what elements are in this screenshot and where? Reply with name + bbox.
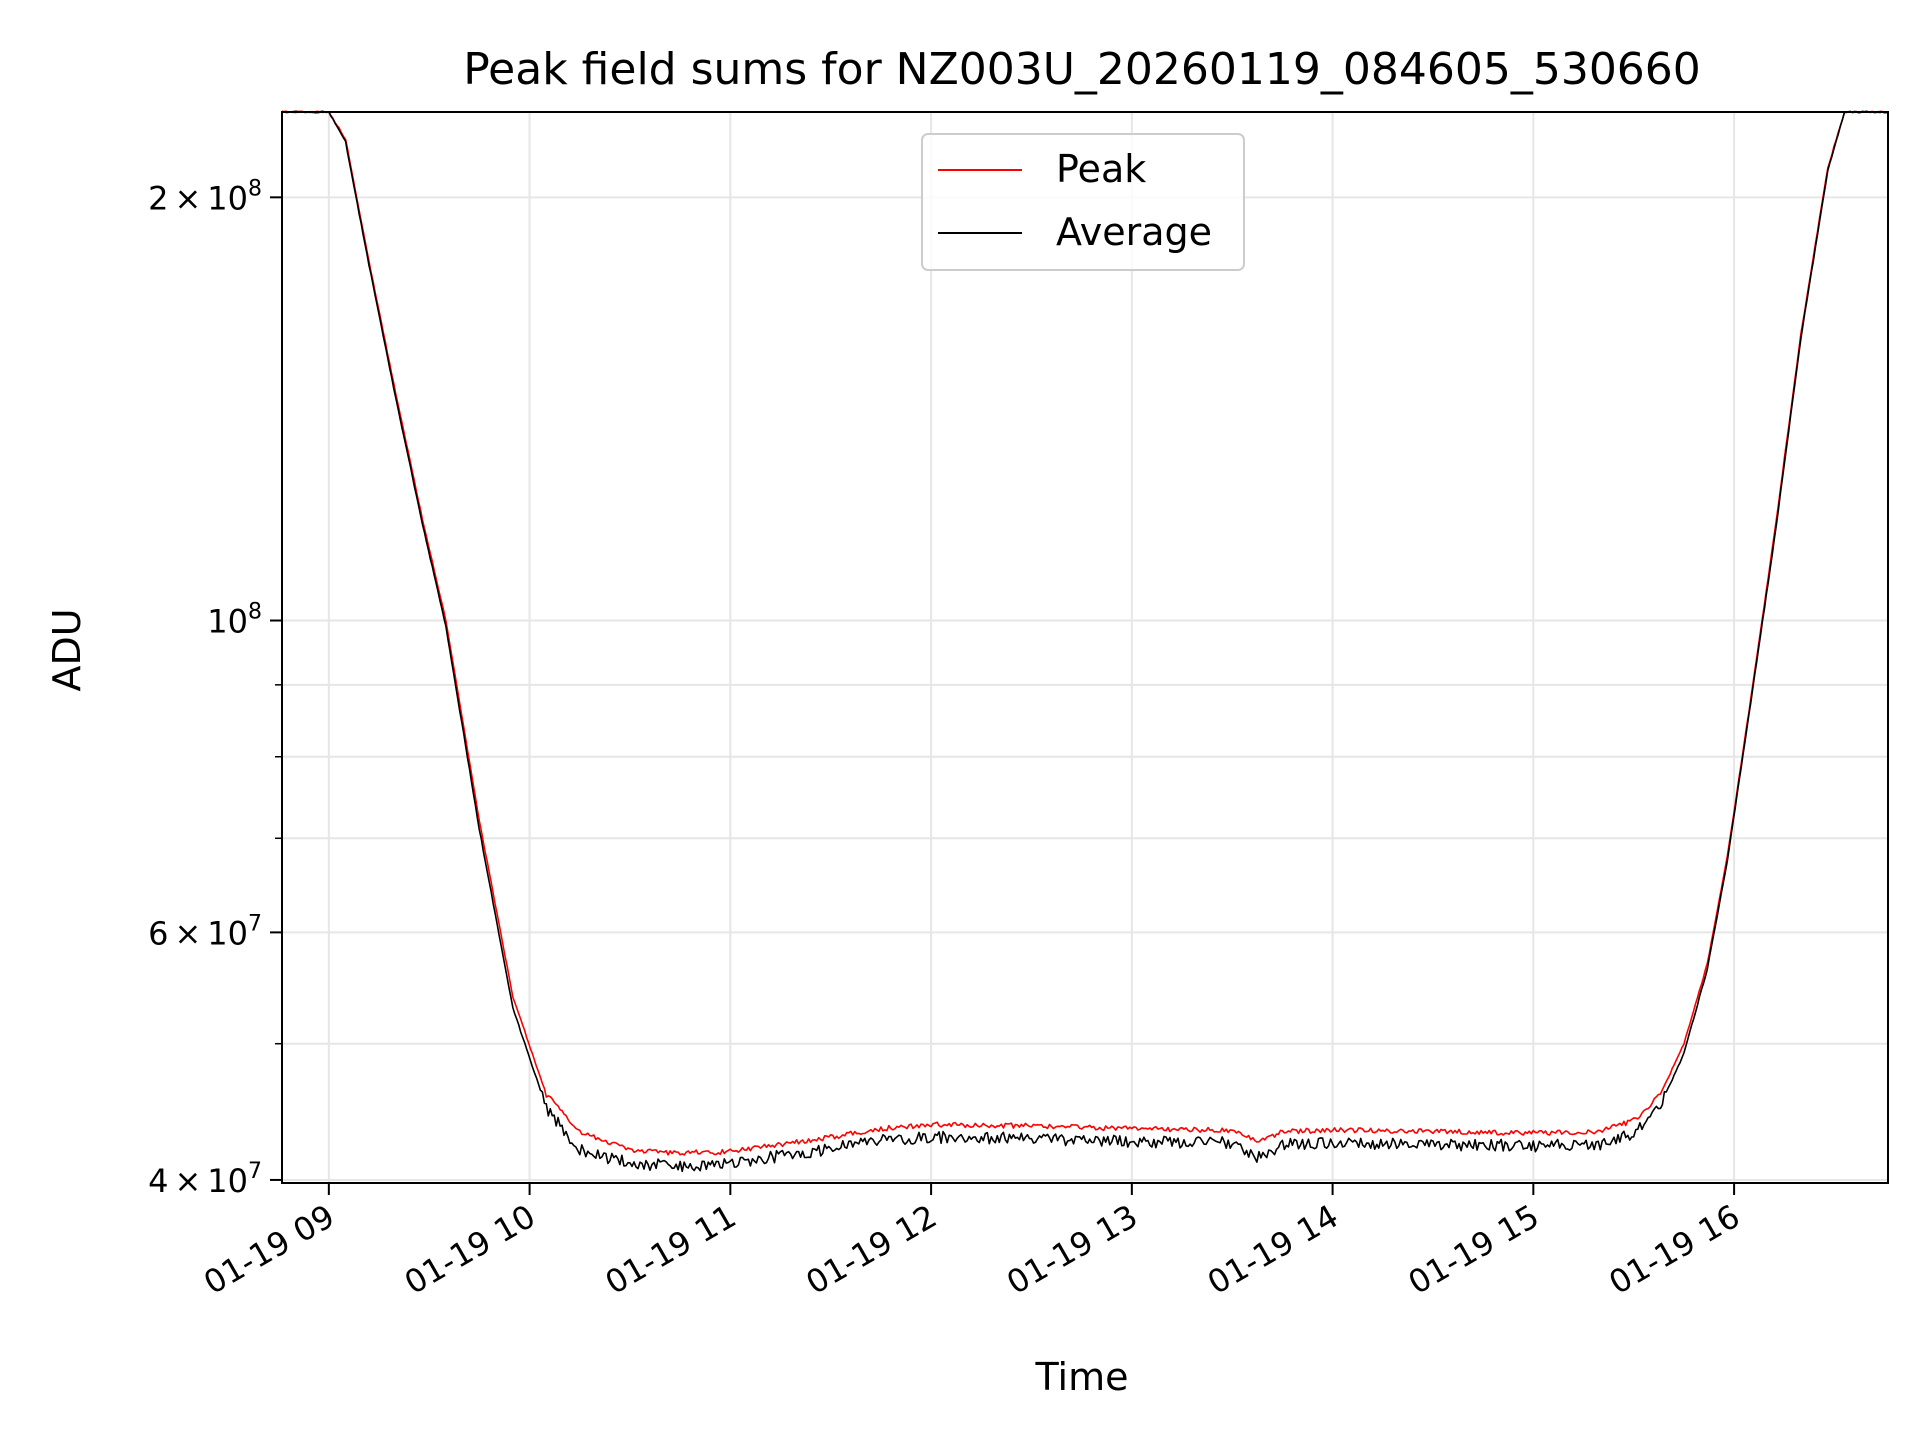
- legend-label-peak: Peak: [1056, 147, 1146, 191]
- series-line-peak: [281, 110, 1889, 1156]
- y-tick-label: 2 × 108: [148, 176, 262, 217]
- plot-series: [281, 110, 1889, 1173]
- y-axis-label: ADU: [45, 608, 89, 691]
- legend-label-average: Average: [1056, 210, 1212, 254]
- chart-title: Peak field sums for NZ003U_20260119_0846…: [463, 44, 1701, 95]
- plot-frame: [281, 111, 1889, 1184]
- y-tick-label: 4 × 107: [148, 1159, 262, 1200]
- legend: Peak Average: [921, 133, 1245, 271]
- x-axis-label: Time: [1035, 1355, 1129, 1399]
- series-line-average: [281, 110, 1889, 1173]
- y-tick-label: 6 × 107: [148, 911, 262, 952]
- grid: [282, 112, 1888, 1183]
- legend-box: [921, 133, 1245, 271]
